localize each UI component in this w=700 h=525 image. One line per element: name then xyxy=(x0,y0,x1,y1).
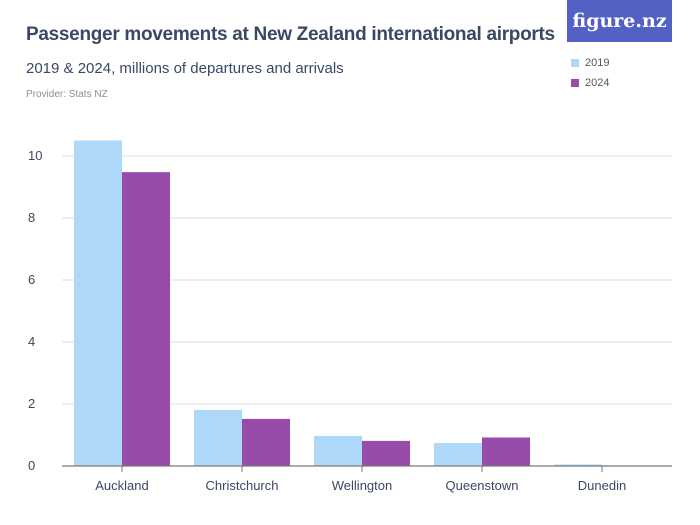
figure-nz-logo[interactable]: figure.nz xyxy=(567,0,672,42)
legend-item-2024: 2024 xyxy=(571,73,609,93)
bar-2024-christchurch xyxy=(242,418,290,466)
legend-swatch xyxy=(571,59,579,67)
x-tick-label: Auckland xyxy=(95,478,148,493)
bar-2019-auckland xyxy=(74,140,122,466)
bar-2019-christchurch xyxy=(194,409,242,466)
legend-swatch xyxy=(571,79,579,87)
y-tick-label: 0 xyxy=(28,458,35,473)
y-tick-label: 8 xyxy=(28,210,35,225)
bar-2024-auckland xyxy=(122,172,170,466)
x-tick-label: Christchurch xyxy=(206,478,279,493)
x-tick-label: Dunedin xyxy=(578,478,626,493)
bar-2024-queenstown xyxy=(482,437,530,466)
bar-2019-wellington xyxy=(314,435,362,466)
x-tick-label: Queenstown xyxy=(446,478,519,493)
x-tick-label: Wellington xyxy=(332,478,392,493)
legend-label: 2019 xyxy=(585,57,610,69)
bar-2019-dunedin xyxy=(554,464,602,466)
y-tick-label: 10 xyxy=(28,148,42,163)
provider-label: Provider: Stats NZ xyxy=(26,89,108,100)
legend-label: 2024 xyxy=(585,77,610,89)
legend: 2019 2024 xyxy=(571,53,609,93)
bar-2024-wellington xyxy=(362,440,410,466)
bar-2019-queenstown xyxy=(434,443,482,466)
y-tick-label: 6 xyxy=(28,272,35,287)
chart-title: Passenger movements at New Zealand inter… xyxy=(26,24,555,45)
y-tick-label: 4 xyxy=(28,334,35,349)
legend-item-2019: 2019 xyxy=(571,53,609,73)
chart-subtitle: 2019 & 2024, millions of departures and … xyxy=(26,60,344,77)
y-tick-label: 2 xyxy=(28,396,35,411)
